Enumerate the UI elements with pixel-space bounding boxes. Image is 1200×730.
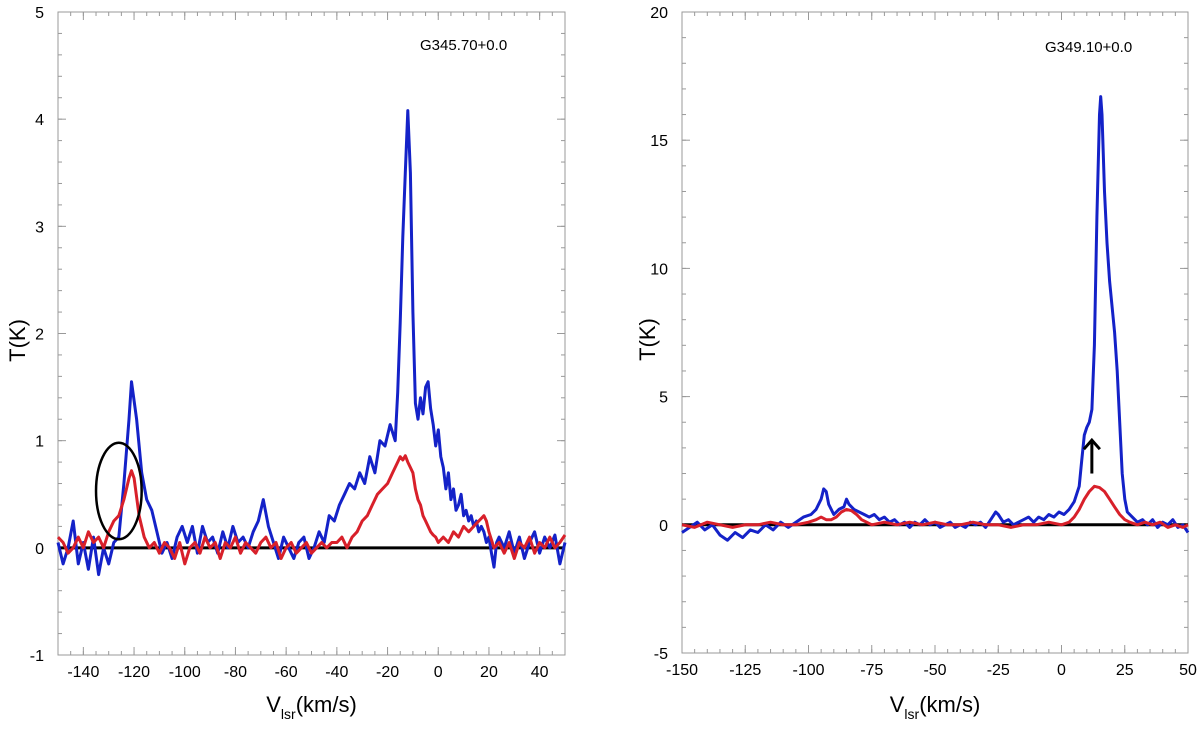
x-tick-label: -50 (923, 662, 946, 679)
x-tick-label: -120 (118, 664, 150, 681)
y-tick-label: -5 (654, 646, 668, 663)
x-axis-label: Vlsr(km/s) (890, 692, 981, 722)
source-label: G349.10+0.0 (1045, 39, 1132, 56)
x-tick-label: -60 (275, 664, 298, 681)
x-tick-label: -100 (169, 664, 201, 681)
x-axis-label: Vlsr(km/s) (266, 692, 357, 722)
y-tick-label: 4 (35, 112, 44, 129)
y-tick-label: 0 (659, 518, 668, 535)
y-tick-label: 0 (35, 541, 44, 558)
x-tick-label: -150 (666, 662, 698, 679)
y-tick-label: 1 (35, 434, 44, 451)
left-spectrum-panel: -140 -120 -100 -80 -60 -40 -20 0 20 40 -1 0 1 2 3 4 5 G34… (5, 5, 567, 722)
x-tick-label: -25 (987, 662, 1010, 679)
y-tick-label: 5 (659, 390, 668, 407)
right-spectrum-panel: -150 -125 -100 -75 -50 -25 0 25 50-505101520G349… (635, 5, 1197, 722)
plot-frame (681, 11, 1189, 654)
x-tick-label: -140 (67, 664, 99, 681)
red-spectrum-line (56, 454, 567, 566)
y-tick-label: 5 (35, 5, 44, 22)
x-tick-label: -75 (860, 662, 883, 679)
red-spectrum-line (681, 484, 1189, 529)
highlight-ellipse (94, 441, 143, 541)
y-tick-label: 2 (35, 327, 44, 344)
y-tick-label: 10 (650, 261, 668, 278)
x-tick-label: -100 (792, 662, 824, 679)
x-tick-label: -80 (224, 664, 247, 681)
x-tick-label: 0 (1057, 662, 1066, 679)
x-axis-label-subscript: lsr (904, 706, 919, 722)
x-axis-label-subscript: lsr (281, 706, 296, 722)
x-tick-label: -125 (729, 662, 761, 679)
x-tick-label: 40 (531, 664, 549, 681)
y-tick-label: 3 (35, 219, 44, 236)
y-tick-label: -1 (30, 648, 44, 665)
y-tick-label: 20 (650, 5, 668, 22)
y-axis-label: T(K) (635, 318, 660, 361)
x-axis-label-unit: (km/s) (919, 692, 980, 717)
x-tick-label: -20 (376, 664, 399, 681)
x-axis-label-main: V (890, 692, 905, 717)
x-tick-label: -40 (325, 664, 348, 681)
blue-spectrum-line (681, 95, 1190, 542)
x-axis-label-main: V (266, 692, 281, 717)
plot-frame (57, 11, 566, 656)
x-tick-label: 50 (1179, 662, 1197, 679)
x-tick-label: 25 (1116, 662, 1134, 679)
x-tick-label: 0 (434, 664, 443, 681)
y-tick-label: 15 (650, 133, 668, 150)
arrow-head (1082, 437, 1101, 451)
x-tick-label: 20 (480, 664, 498, 681)
source-label: G345.70+0.0 (420, 37, 507, 54)
blue-spectrum-line (56, 109, 567, 577)
x-axis-label-unit: (km/s) (296, 692, 357, 717)
y-axis-label: T(K) (5, 319, 30, 362)
